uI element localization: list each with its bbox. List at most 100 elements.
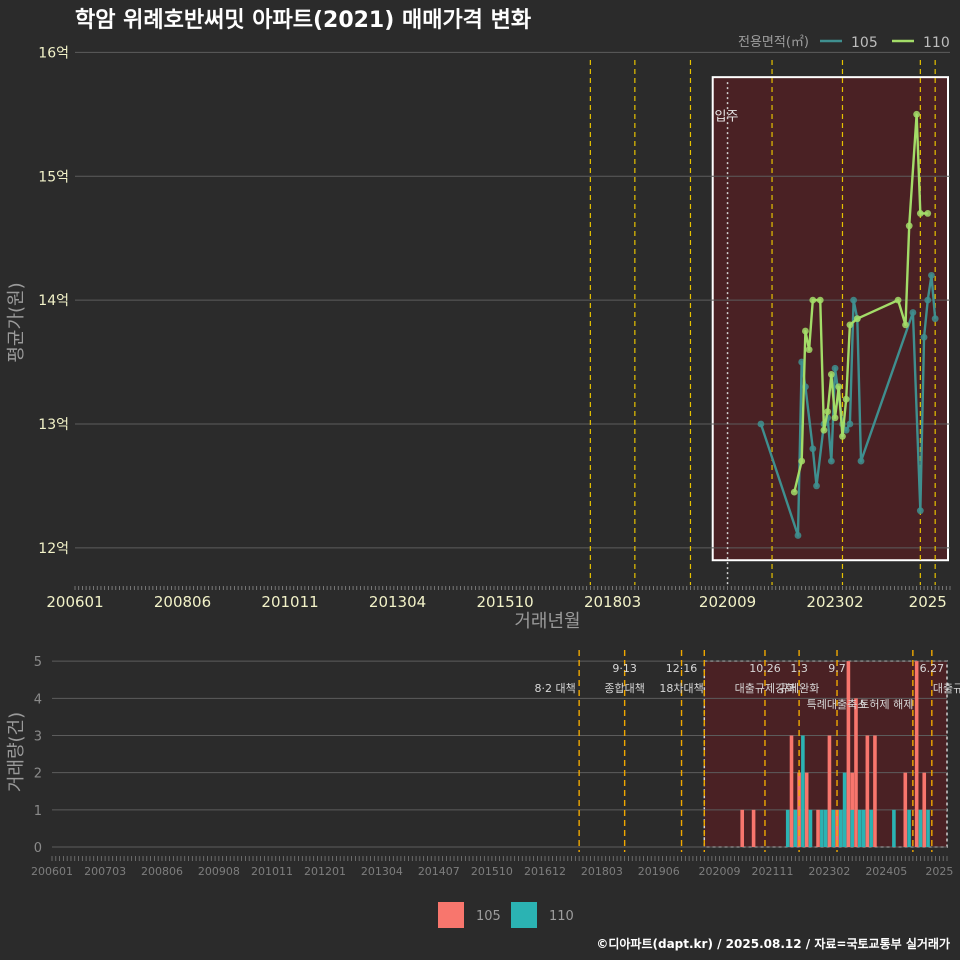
data-point xyxy=(916,507,924,515)
data-point xyxy=(902,321,909,329)
bar-110 xyxy=(861,809,866,847)
data-point xyxy=(827,457,835,465)
x-tick-label: 200806 xyxy=(141,865,183,878)
x-tick-label: 200806 xyxy=(154,593,211,611)
event-label: 규제완화 xyxy=(779,682,819,695)
data-point xyxy=(813,482,820,490)
x-tick-label: 202009 xyxy=(699,593,756,611)
legend-label-110: 110 xyxy=(923,35,950,51)
data-point xyxy=(850,296,858,304)
bar-110 xyxy=(823,809,828,847)
y-tick-label: 14억 xyxy=(38,293,69,309)
event-label: 대출규제강화 xyxy=(735,682,796,695)
data-point xyxy=(846,420,854,428)
y-tick-label: 12억 xyxy=(38,541,69,557)
x-tick-label: 201304 xyxy=(369,593,426,611)
legend-swatch-105 xyxy=(438,902,464,928)
bar-105 xyxy=(804,772,809,847)
data-point xyxy=(842,426,850,434)
series-110 xyxy=(790,110,932,496)
data-point xyxy=(809,445,817,453)
data-point xyxy=(805,346,813,354)
x-tick-label: 201407 xyxy=(418,865,460,878)
data-point xyxy=(924,210,932,217)
data-point xyxy=(835,383,843,391)
bar-105 xyxy=(846,661,851,847)
x-tick-label: 2025 xyxy=(925,865,953,878)
data-point xyxy=(894,296,902,304)
data-point xyxy=(842,395,850,403)
data-point xyxy=(924,296,932,304)
bar-105 xyxy=(797,772,801,847)
x-tick-label: 200908 xyxy=(198,865,240,878)
x-tick-label: 201906 xyxy=(638,865,680,878)
bar-110 xyxy=(850,809,854,847)
event-date: 6.27 xyxy=(920,662,945,675)
x-tick-label: 201510 xyxy=(471,865,513,878)
x-tick-label: 2025 xyxy=(909,593,947,611)
bar-110 xyxy=(785,809,790,847)
bar-105 xyxy=(751,809,756,847)
data-point xyxy=(857,457,865,465)
series-105 xyxy=(757,271,939,539)
data-point xyxy=(820,426,828,434)
x-tick-label: 200703 xyxy=(84,865,126,878)
volume-chart: 0 1 2 3 4 5 8·2 대책 9·13 종합대책 12·16 18차대책 10.26 대출규제강… xyxy=(6,650,960,928)
x-minor-ticks xyxy=(74,586,951,590)
legend-label-105: 105 xyxy=(476,909,501,924)
x-tick-label: 202302 xyxy=(806,593,863,611)
bar-105 xyxy=(914,661,919,847)
event-label: 종합대책 xyxy=(604,682,644,695)
x-tick-label: 201201 xyxy=(304,865,346,878)
data-point xyxy=(757,420,765,428)
chart-title: 학암 위례호반써밋 아파트(2021) 매매가격 변화 xyxy=(75,8,531,33)
data-point xyxy=(794,532,802,539)
event-label: 토허제 해제 xyxy=(859,697,913,711)
y-tick-label: 5 xyxy=(34,655,42,670)
data-point xyxy=(831,414,839,422)
event-date: 12·16 xyxy=(666,662,698,675)
y-tick-label: 0 xyxy=(34,841,42,856)
data-point xyxy=(928,271,935,279)
bar-105 xyxy=(835,809,839,847)
y-tick-label: 16억 xyxy=(38,45,69,61)
bar-105 xyxy=(922,772,927,847)
data-point xyxy=(824,408,832,415)
bar-110 xyxy=(857,809,862,847)
data-point xyxy=(909,309,917,316)
data-point xyxy=(913,110,921,118)
x-tick-label: 200601 xyxy=(46,593,103,611)
bar-110 xyxy=(831,809,836,847)
x-tick-label: 202302 xyxy=(808,865,850,878)
x-minor-ticks xyxy=(51,856,948,861)
data-point xyxy=(905,222,913,230)
bar-105 xyxy=(873,735,877,847)
x-tick-label: 200601 xyxy=(31,865,73,878)
bar-110 xyxy=(918,809,923,847)
bar-105 xyxy=(903,772,908,847)
data-point xyxy=(809,296,817,304)
event-label: 특례대출축소 xyxy=(807,698,868,711)
volume-legend: 105 110 xyxy=(438,902,574,928)
data-point xyxy=(920,333,928,341)
data-point xyxy=(816,296,824,304)
bar-110 xyxy=(801,735,805,847)
y-tick-label: 3 xyxy=(34,729,42,744)
event-label: 8·2 대책 xyxy=(535,682,576,695)
data-point xyxy=(916,210,924,217)
y-tick-label: 1 xyxy=(34,804,42,819)
bar-110 xyxy=(842,772,847,847)
event-date: 9.7 xyxy=(828,662,846,675)
legend-title: 전용면적(㎡) xyxy=(738,35,809,50)
credit-text: ©디아파트(dapt.kr) / 2025.08.12 / 자료=국토교통부 실… xyxy=(596,936,950,951)
legend-label-105: 105 xyxy=(851,35,878,51)
x-tick-label: 202111 xyxy=(752,865,794,878)
bar-110 xyxy=(892,809,896,847)
data-point xyxy=(798,457,806,465)
bar-110 xyxy=(869,809,873,847)
data-point xyxy=(831,364,839,372)
bar-105 xyxy=(854,698,858,847)
